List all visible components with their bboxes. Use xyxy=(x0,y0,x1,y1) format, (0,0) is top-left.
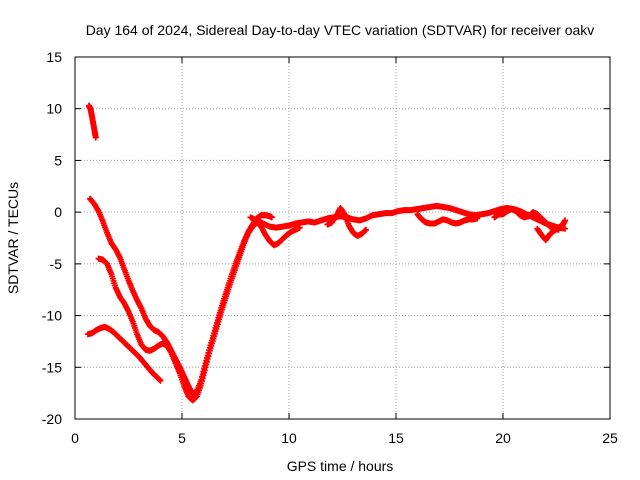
series-arc-c xyxy=(84,323,164,384)
y-tick-label: -15 xyxy=(42,359,62,375)
series-arc-f xyxy=(414,211,481,227)
x-tick-label: 5 xyxy=(178,430,186,446)
grid xyxy=(75,57,610,419)
x-tick-label: 10 xyxy=(281,430,297,446)
y-tick-label: -10 xyxy=(42,308,62,324)
y-tick-label: 15 xyxy=(46,49,62,65)
y-tick-label: 5 xyxy=(54,152,62,168)
series-arc-h xyxy=(534,217,569,244)
data-point xyxy=(562,217,569,224)
chart-title: Day 164 of 2024, Sidereal Day-to-day VTE… xyxy=(86,22,595,38)
data-marks xyxy=(84,102,569,404)
y-axis-label: SDTVAR / TECUs xyxy=(5,182,21,294)
x-axis-label: GPS time / hours xyxy=(287,458,394,474)
y-tick-label: 10 xyxy=(46,101,62,117)
axis-ticks: 0 5 10 15 20 25 -20 -15 -10 -5 0 5 10 15 xyxy=(42,49,618,446)
series-arc-e xyxy=(324,205,370,239)
x-tick-label: 25 xyxy=(602,430,618,446)
series-arc-high xyxy=(85,102,99,141)
series-arc-g xyxy=(491,206,562,233)
data-point xyxy=(92,134,99,141)
series-arc-b xyxy=(95,219,303,404)
data-point xyxy=(268,214,275,221)
data-point xyxy=(474,215,481,222)
data-point xyxy=(157,377,164,384)
x-tick-label: 15 xyxy=(388,430,404,446)
y-tick-label: 0 xyxy=(54,204,62,220)
x-tick-label: 0 xyxy=(71,430,79,446)
y-tick-label: -5 xyxy=(50,256,63,272)
data-point xyxy=(562,225,569,232)
y-tick-label: -20 xyxy=(42,411,62,427)
plot-frame xyxy=(74,56,611,420)
data-point xyxy=(363,226,370,233)
x-tick-label: 20 xyxy=(495,430,511,446)
